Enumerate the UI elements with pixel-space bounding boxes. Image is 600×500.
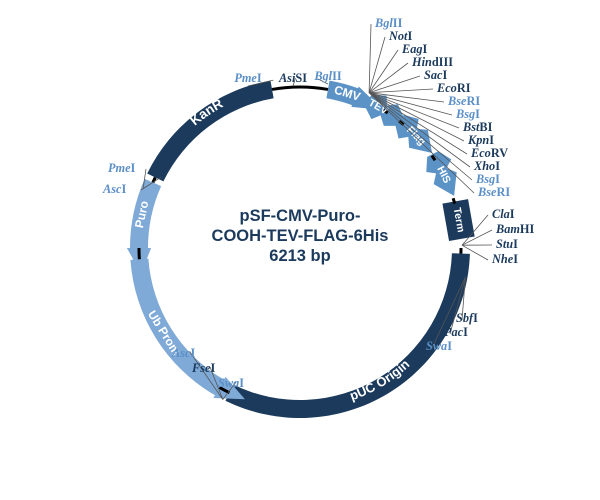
svg-text:HindIII: HindIII xyxy=(411,55,453,69)
svg-text:BstBI: BstBI xyxy=(462,120,493,134)
svg-text:BsgI: BsgI xyxy=(475,172,500,186)
svg-text:BseRI: BseRI xyxy=(447,94,480,108)
svg-text:KpnI: KpnI xyxy=(467,133,494,147)
svg-text:NotI: NotI xyxy=(388,29,412,43)
svg-text:FseI: FseI xyxy=(191,361,215,375)
svg-text:EagI: EagI xyxy=(401,42,428,56)
svg-text:BglII: BglII xyxy=(313,69,342,83)
svg-text:XhoI: XhoI xyxy=(473,159,500,173)
svg-text:EcoRI: EcoRI xyxy=(436,81,471,95)
svg-text:AscI: AscI xyxy=(171,346,195,360)
svg-text:SbfI: SbfI xyxy=(456,311,478,325)
svg-text:BglII: BglII xyxy=(374,16,403,30)
svg-text:BamHI: BamHI xyxy=(495,222,534,236)
svg-text:BsgI: BsgI xyxy=(455,107,480,121)
svg-text:PmeI: PmeI xyxy=(108,161,136,175)
svg-text:PmeI: PmeI xyxy=(234,71,262,85)
svg-text:BseRI: BseRI xyxy=(477,185,510,199)
svg-text:PacI: PacI xyxy=(444,325,468,339)
svg-text:SwaI: SwaI xyxy=(218,376,244,390)
svg-text:NheI: NheI xyxy=(491,252,518,266)
svg-text:StuI: StuI xyxy=(496,237,518,251)
svg-text:6213 bp: 6213 bp xyxy=(269,247,330,265)
svg-text:SwaI: SwaI xyxy=(426,339,452,353)
svg-text:pSF-CMV-Puro-: pSF-CMV-Puro- xyxy=(240,207,361,225)
svg-text:AscI: AscI xyxy=(102,182,126,196)
svg-text:AsiSI: AsiSI xyxy=(278,71,307,85)
svg-text:ClaI: ClaI xyxy=(492,207,515,221)
svg-text:EcoRV: EcoRV xyxy=(470,146,508,160)
svg-text:SacI: SacI xyxy=(424,68,447,82)
svg-text:COOH-TEV-FLAG-6His: COOH-TEV-FLAG-6His xyxy=(212,227,389,245)
